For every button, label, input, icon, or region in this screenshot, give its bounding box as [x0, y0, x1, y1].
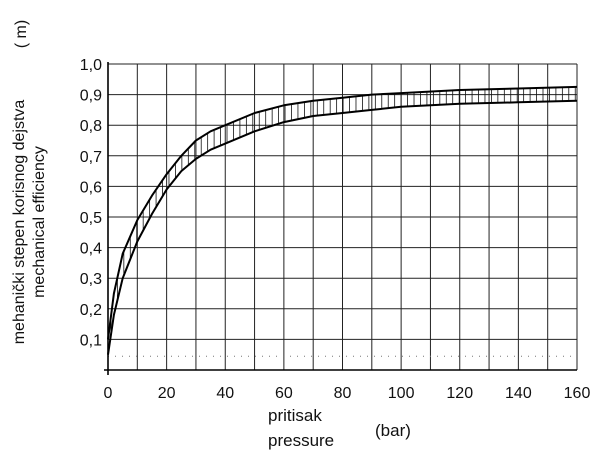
y-axis-symbol: ( m)	[13, 20, 30, 48]
x-axis-unit: (bar)	[375, 421, 411, 440]
y-axis-label-line2: mechanical efficiency	[31, 146, 48, 298]
axes	[104, 62, 577, 375]
x-tick-labels: 0 20 40 60 80 100 120 140 160	[104, 385, 591, 402]
x-axis-label-line1: pritisak	[268, 406, 322, 425]
grid	[108, 63, 578, 370]
y-tick-label: 1,0	[80, 57, 102, 74]
efficiency-curves	[107, 85, 578, 355]
y-tick-label: 0,9	[80, 88, 102, 105]
y-axis-label-line1: mehanički stepen korisnog dejstva	[11, 100, 28, 345]
x-tick-label: 120	[446, 385, 473, 402]
y-tick-label: 0,8	[80, 118, 102, 135]
x-axis-label-line2: pressure	[268, 431, 334, 450]
y-tick-label: 0,1	[80, 332, 102, 349]
lower-efficiency-curve	[107, 99, 578, 355]
y-tick-labels: 0,1 0,2 0,3 0,4 0,5 0,6 0,7 0,8 0,9 1,0	[80, 57, 102, 349]
upper-efficiency-curve	[107, 85, 578, 340]
x-tick-label: 0	[104, 385, 113, 402]
efficiency-band-hatching	[110, 86, 576, 335]
y-tick-label: 0,6	[80, 179, 102, 196]
y-tick-label: 0,5	[80, 210, 102, 227]
x-tick-label: 100	[388, 385, 415, 402]
y-tick-label: 0,2	[80, 302, 102, 319]
x-tick-label: 20	[158, 385, 176, 402]
x-tick-label: 40	[216, 385, 234, 402]
y-tick-label: 0,3	[80, 271, 102, 288]
x-tick-label: 80	[334, 385, 352, 402]
x-tick-label: 60	[275, 385, 293, 402]
x-tick-label: 140	[505, 385, 532, 402]
y-tick-label: 0,7	[80, 149, 102, 166]
x-tick-label: 160	[564, 385, 591, 402]
y-tick-label: 0,4	[80, 241, 102, 258]
